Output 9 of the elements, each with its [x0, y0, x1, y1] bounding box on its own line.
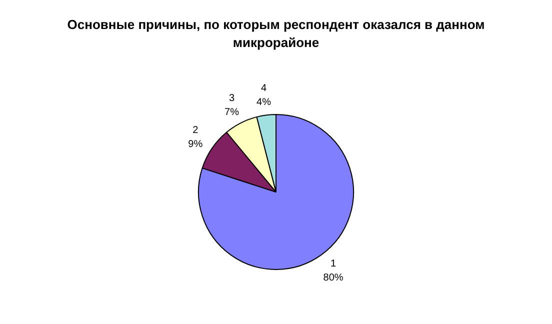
slice-label: 3 — [228, 92, 235, 104]
data-label: 80% — [323, 272, 344, 284]
data-label: 7% — [224, 106, 240, 118]
slice-label: 2 — [192, 124, 199, 136]
slice-label: 4 — [261, 83, 267, 94]
chart-title: Основные причины, по которым респондент оказался в данном микрорайоне — [66, 16, 486, 52]
data-label: 4% — [256, 97, 272, 108]
slice-label: 1 — [330, 258, 337, 270]
data-label: 9% — [188, 138, 203, 150]
